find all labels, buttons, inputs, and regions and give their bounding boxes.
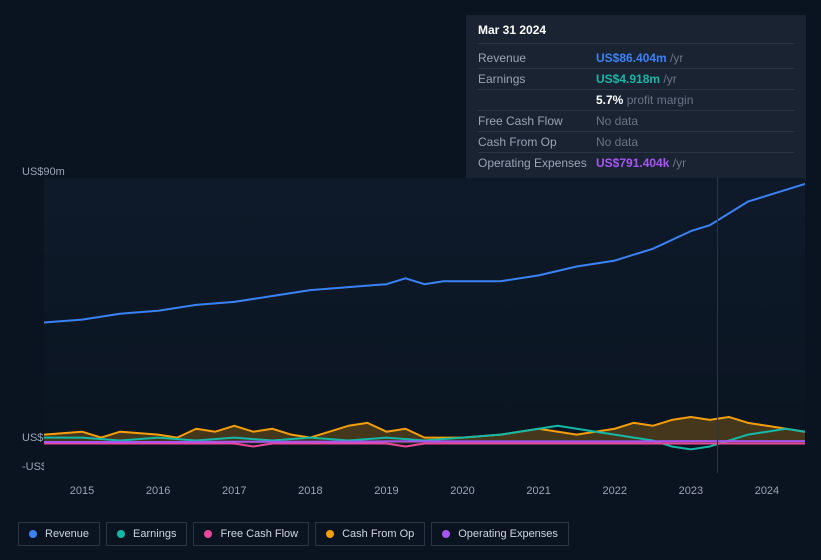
legend-dot-icon	[442, 530, 450, 538]
y-axis-label: US$90m	[22, 166, 65, 178]
tooltip-value: US$86.404m /yr	[596, 51, 794, 65]
chart-svg	[44, 178, 805, 473]
legend-item[interactable]: Earnings	[106, 522, 187, 546]
tooltip-row: Free Cash FlowNo data	[478, 111, 794, 132]
tooltip-row: RevenueUS$86.404m /yr	[478, 48, 794, 69]
tooltip-value: US$4.918m /yr	[596, 72, 794, 86]
legend-label: Revenue	[45, 528, 89, 540]
tooltip-label	[478, 93, 596, 107]
legend-dot-icon	[204, 530, 212, 538]
legend-item[interactable]: Free Cash Flow	[193, 522, 309, 546]
tooltip-panel: Mar 31 2024 RevenueUS$86.404m /yrEarning…	[466, 15, 806, 181]
x-axis-label: 2019	[374, 485, 398, 497]
tooltip-row: Cash From OpNo data	[478, 132, 794, 153]
legend-item[interactable]: Revenue	[18, 522, 100, 546]
x-axis-label: 2017	[222, 485, 246, 497]
tooltip-date: Mar 31 2024	[478, 23, 794, 44]
legend-label: Cash From Op	[342, 528, 414, 540]
tooltip-label: Revenue	[478, 51, 596, 65]
legend-dot-icon	[29, 530, 37, 538]
tooltip-value: US$791.404k /yr	[596, 156, 794, 170]
tooltip-value: 5.7% profit margin	[596, 93, 794, 107]
tooltip-row: Operating ExpensesUS$791.404k /yr	[478, 153, 794, 173]
vertical-marker	[717, 178, 718, 473]
x-axis-label: 2022	[603, 485, 627, 497]
x-axis-label: 2018	[298, 485, 322, 497]
x-axis-label: 2023	[679, 485, 703, 497]
legend-label: Earnings	[133, 528, 176, 540]
tooltip-label: Cash From Op	[478, 135, 596, 149]
legend-dot-icon	[326, 530, 334, 538]
x-axis-label: 2015	[70, 485, 94, 497]
tooltip-row: 5.7% profit margin	[478, 90, 794, 111]
legend-label: Operating Expenses	[458, 528, 558, 540]
chart-area	[18, 178, 805, 473]
legend-item[interactable]: Operating Expenses	[431, 522, 569, 546]
legend-dot-icon	[117, 530, 125, 538]
x-axis-label: 2021	[526, 485, 550, 497]
tooltip-row: EarningsUS$4.918m /yr	[478, 69, 794, 90]
legend: Revenue Earnings Free Cash Flow Cash From O…	[18, 522, 569, 546]
x-axis-label: 2024	[755, 485, 779, 497]
tooltip-label: Earnings	[478, 72, 596, 86]
tooltip-label: Operating Expenses	[478, 156, 596, 170]
tooltip-value: No data	[596, 114, 794, 128]
tooltip-value: No data	[596, 135, 794, 149]
x-axis-label: 2020	[450, 485, 474, 497]
legend-item[interactable]: Cash From Op	[315, 522, 425, 546]
tooltip-label: Free Cash Flow	[478, 114, 596, 128]
x-axis-label: 2016	[146, 485, 170, 497]
legend-label: Free Cash Flow	[220, 528, 298, 540]
